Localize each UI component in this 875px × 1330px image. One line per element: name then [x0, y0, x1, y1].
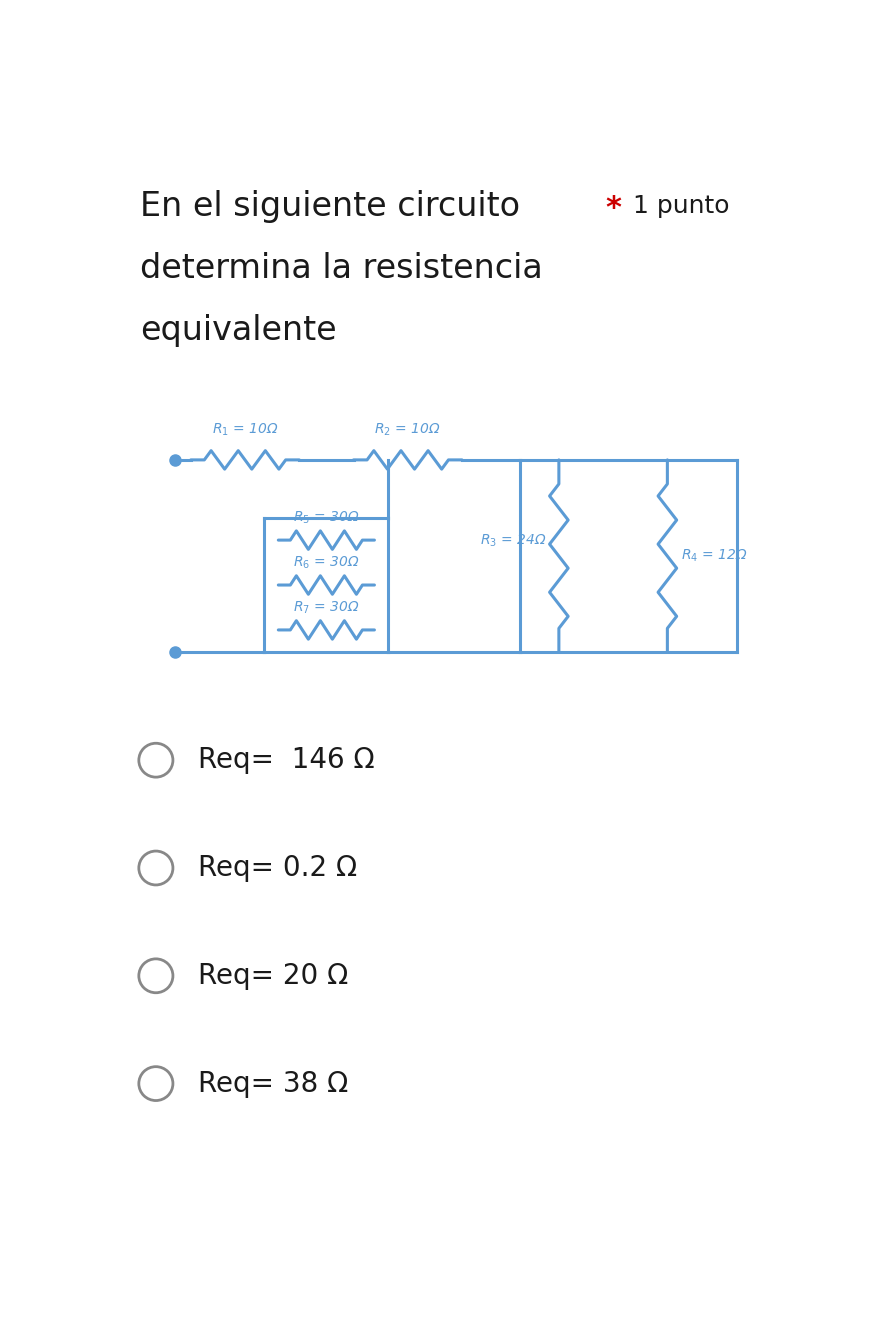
Text: *: *: [606, 194, 621, 223]
Text: Req= 0.2 Ω: Req= 0.2 Ω: [199, 854, 358, 882]
Text: Req= 38 Ω: Req= 38 Ω: [199, 1069, 349, 1097]
Text: $R_3$ = 24Ω: $R_3$ = 24Ω: [480, 532, 547, 549]
Text: Req= 20 Ω: Req= 20 Ω: [199, 962, 349, 990]
Text: $R_6$ = 30Ω: $R_6$ = 30Ω: [293, 555, 360, 571]
Text: $R_4$ = 12Ω: $R_4$ = 12Ω: [682, 548, 748, 564]
Text: Req=  146 Ω: Req= 146 Ω: [199, 746, 375, 774]
Text: $R_2$ = 10Ω: $R_2$ = 10Ω: [374, 422, 441, 439]
Text: equivalente: equivalente: [140, 314, 337, 347]
Text: determina la resistencia: determina la resistencia: [140, 251, 543, 285]
Text: $R_7$ = 30Ω: $R_7$ = 30Ω: [293, 600, 360, 616]
Text: $R_1$ = 10Ω: $R_1$ = 10Ω: [212, 422, 278, 439]
Text: 1 punto: 1 punto: [625, 194, 729, 218]
Text: $R_5$ = 30Ω: $R_5$ = 30Ω: [293, 509, 360, 527]
Text: En el siguiente circuito: En el siguiente circuito: [140, 190, 521, 223]
